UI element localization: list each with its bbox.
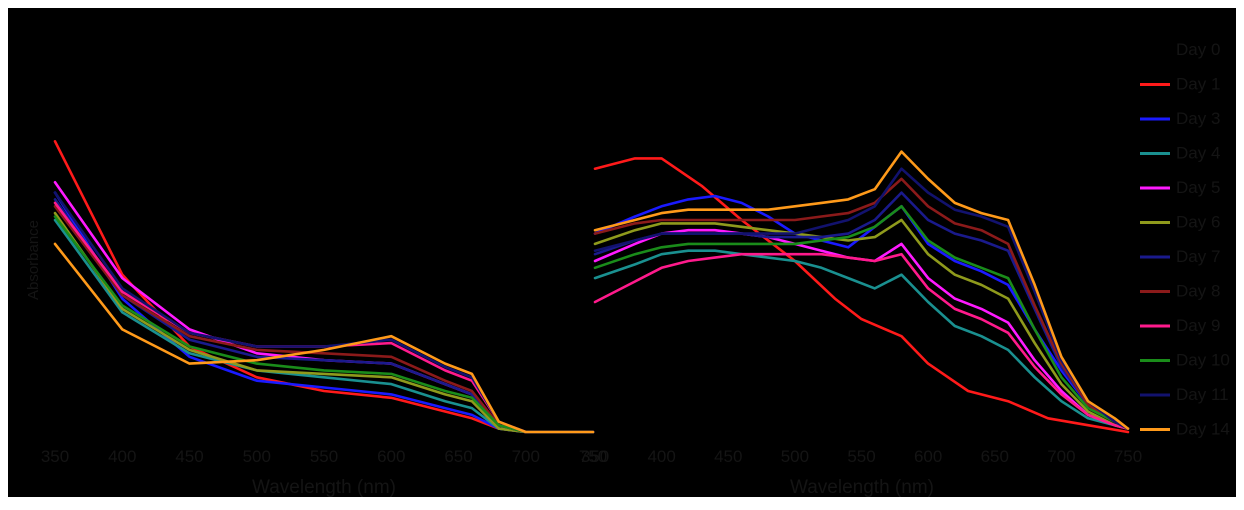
legend-label: Day 9 [1176,316,1220,335]
series-line-day-6 [53,211,595,434]
series-line-day-11 [593,167,1130,430]
legend-label: Day 3 [1176,109,1220,128]
x-tick-label: 650 [981,447,1009,466]
legend-label: Day 6 [1176,213,1220,232]
x-tick-label: 750 [579,447,607,466]
series-line-day-1 [593,157,1130,434]
legend-label: Day 14 [1176,420,1230,439]
plot-background [8,8,1236,497]
legend-label: Day 11 [1176,385,1229,404]
panel-2: 350 400 450 500 550 600 650 700 750 Wavelength (n… [581,150,1142,498]
x-tick-label: 600 [914,447,942,466]
x-tick-label: 700 [1047,447,1075,466]
series-line-day-10 [53,215,595,434]
x-tick-label: 450 [714,447,742,466]
series-line-day-14 [53,242,595,434]
legend-label: Day 0 [1176,40,1220,59]
series-line-day-4 [593,249,1130,430]
x-axis-label: Wavelength (nm) [252,477,396,498]
x-tick-label: 550 [847,447,875,466]
y-axis-label: Absorbance [25,220,42,300]
series-line-day-8 [593,177,1130,430]
x-tick-label: 500 [781,447,809,466]
legend-label: Day 4 [1176,144,1220,163]
legend-label: Day 7 [1176,247,1220,266]
x-tick-label: 600 [377,447,405,466]
x-tick-label: 750 [1114,447,1142,466]
x-tick-label: 700 [512,447,540,466]
x-tick-label: 350 [581,447,609,466]
legend-label: Day 1 [1176,75,1220,94]
x-tick-label: 350 [41,447,69,466]
series-line-day-9 [593,252,1130,430]
legend-label: Day 10 [1176,351,1230,370]
series-line-day-6 [593,218,1130,430]
panel-1: 350 400 450 500 550 600 650 700 750 Wavelength (n… [25,140,607,498]
x-tick-label: 400 [108,447,136,466]
x-axis-label: Wavelength (nm) [790,477,934,498]
legend-label: Day 5 [1176,178,1220,197]
legend-label: Day 8 [1176,282,1220,301]
series-line-day-14 [593,150,1130,430]
x-tick-label: 450 [175,447,203,466]
series-line-day-10 [593,205,1130,430]
x-tick-label: 650 [444,447,472,466]
x-tick-label: 500 [243,447,271,466]
legend: Day 0 Day 1 Day 3 Day 4 Day 5 Day 6 Day 7 Day 8… [1140,40,1230,439]
x-tick-label: 400 [647,447,675,466]
x-tick-label: 550 [310,447,338,466]
